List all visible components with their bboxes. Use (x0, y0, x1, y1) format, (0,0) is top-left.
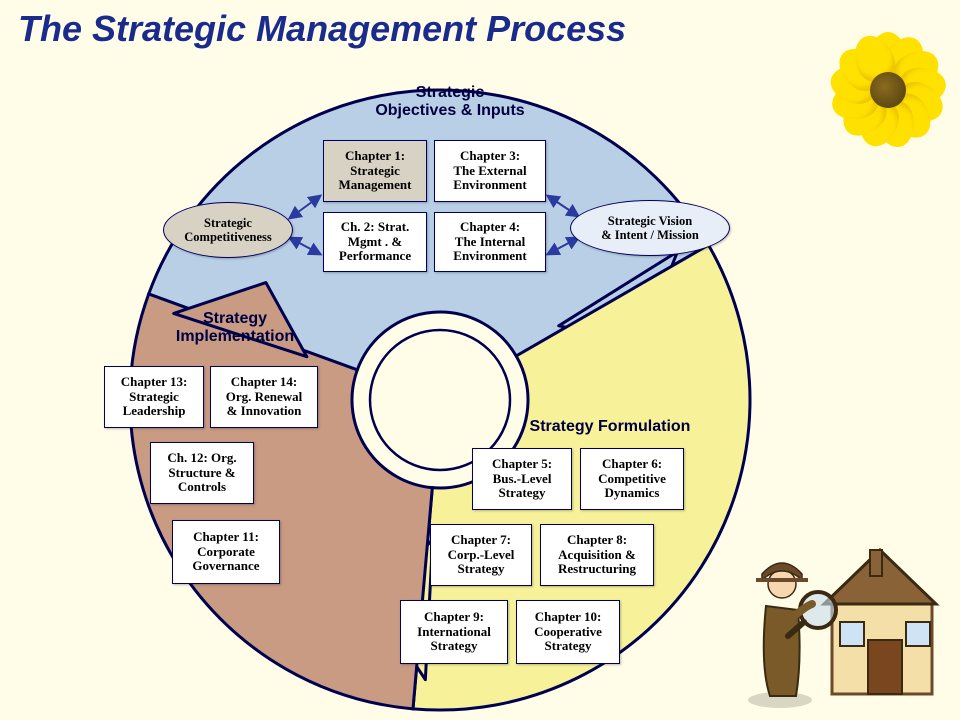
flower-decoration (828, 30, 948, 150)
box-ch1: Chapter 1: Strategic Management (323, 140, 427, 202)
oval-competitiveness: Strategic Competitiveness (163, 202, 293, 258)
box-ch8: Chapter 8: Acquisition & Restructuring (540, 524, 654, 586)
box-ch2: Ch. 2: Strat. Mgmt . & Performance (323, 212, 427, 272)
box-ch9: Chapter 9: International Strategy (400, 600, 508, 664)
section-label-right: Strategy Formulation (510, 418, 710, 436)
clipart-detective-house (740, 510, 950, 710)
box-ch13: Chapter 13: Strategic Leadership (104, 366, 204, 428)
box-ch10: Chapter 10: Cooperative Strategy (516, 600, 620, 664)
box-ch3: Chapter 3: The External Environment (434, 140, 546, 202)
box-ch4: Chapter 4: The Internal Environment (434, 212, 546, 272)
box-ch6: Chapter 6: Competitive Dynamics (580, 448, 684, 510)
box-ch7: Chapter 7: Corp.-Level Strategy (430, 524, 532, 586)
section-label-left: Strategy Implementation (150, 310, 320, 347)
box-ch11: Chapter 11: Corporate Governance (172, 520, 280, 584)
section-label-top: Strategic Objectives & Inputs (350, 84, 550, 121)
box-ch12: Ch. 12: Org. Structure & Controls (150, 442, 254, 504)
oval-vision: Strategic Vision & Intent / Mission (570, 200, 730, 256)
box-ch14: Chapter 14: Org. Renewal & Innovation (210, 366, 318, 428)
box-ch5: Chapter 5: Bus.-Level Strategy (472, 448, 572, 510)
